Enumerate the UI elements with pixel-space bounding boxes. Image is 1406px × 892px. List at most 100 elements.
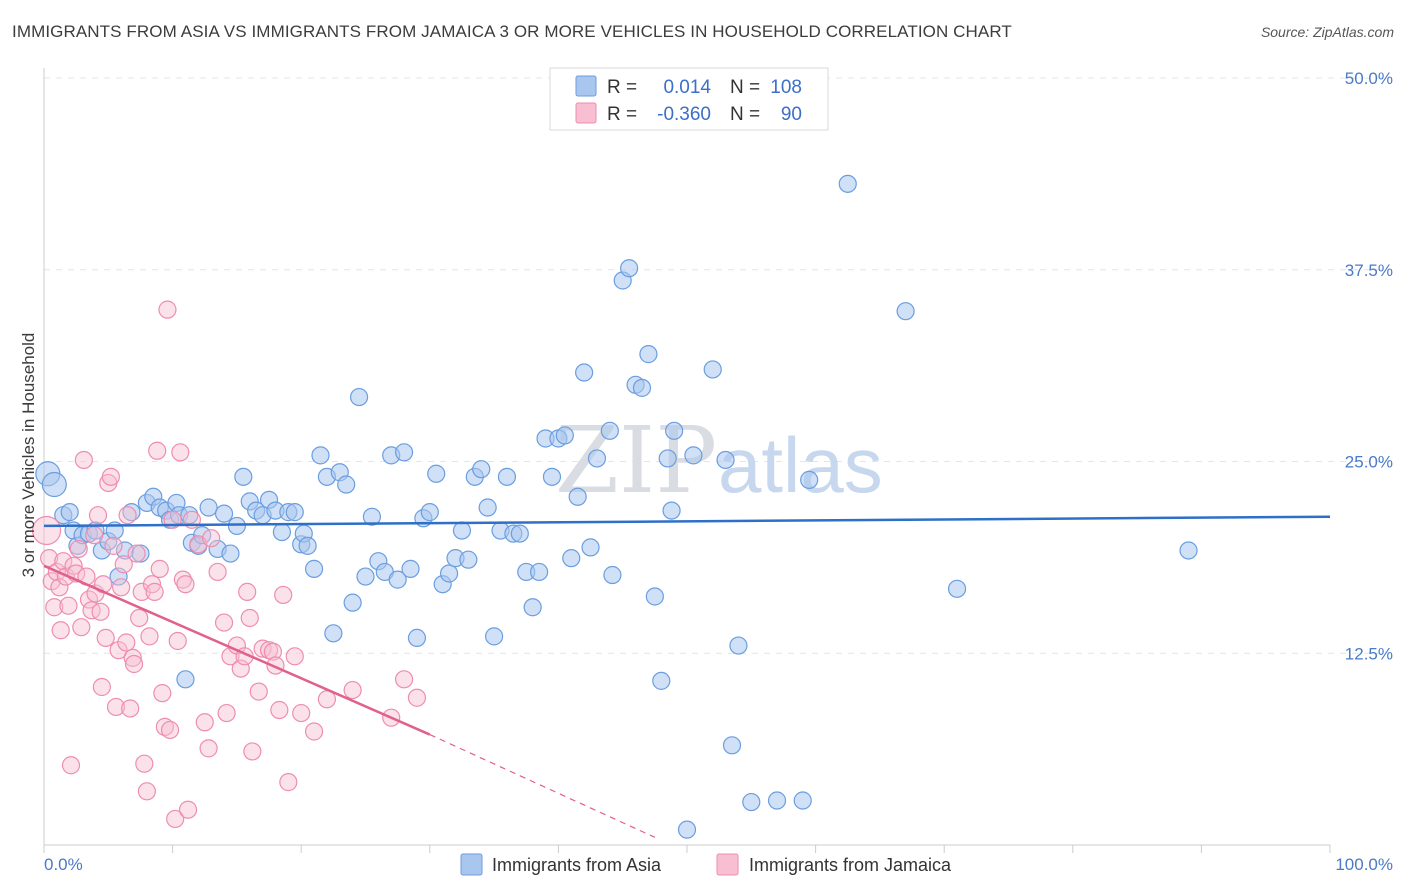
asia-point	[639, 345, 658, 364]
jamaica-point	[117, 633, 136, 652]
jamaica-point	[176, 575, 195, 594]
asia-point	[311, 446, 330, 465]
jamaica-point	[31, 515, 62, 546]
jamaica-point	[155, 717, 174, 736]
asia-point	[658, 449, 677, 468]
jamaica-point	[240, 608, 259, 628]
jamaica-point	[158, 300, 177, 319]
jamaica-point	[263, 642, 283, 661]
jamaica-point	[150, 559, 169, 578]
jamaica-point	[91, 602, 110, 621]
bottom-legend-label-asia: Immigrants from Asia	[492, 855, 662, 875]
asia-point	[272, 522, 292, 542]
asia-point	[562, 549, 581, 568]
asia-point	[662, 501, 681, 520]
asia-point	[587, 449, 607, 468]
jamaica-point	[171, 443, 190, 462]
jamaica-point	[168, 631, 187, 651]
jamaica-point	[407, 688, 427, 707]
asia-point	[703, 360, 722, 379]
asia-point	[401, 559, 420, 578]
jamaica-point	[394, 670, 414, 689]
y-tick-label-2: 37.5%	[1345, 261, 1393, 280]
asia-point	[568, 487, 587, 506]
legend-r-label-jamaica: R =	[607, 104, 637, 125]
asia-point	[652, 671, 671, 690]
legend-r-value-jamaica: -0.360	[657, 104, 711, 125]
asia-point	[459, 550, 478, 569]
jamaica-point	[195, 713, 214, 732]
jamaica-point	[92, 677, 111, 697]
x-tick-label-min: 0.0%	[44, 855, 83, 874]
asia-point	[199, 498, 218, 517]
jamaica-point	[51, 621, 70, 640]
legend-swatch-asia	[575, 75, 597, 97]
asia-point	[742, 792, 761, 812]
jamaica-point	[140, 627, 159, 646]
trend-line-jamaica	[43, 564, 431, 736]
asia-point	[298, 536, 317, 555]
x-tick-label-max: 100.0%	[1335, 855, 1393, 874]
asia-point	[510, 524, 529, 543]
jamaica-point	[88, 506, 108, 525]
asia-point	[221, 544, 240, 563]
asia-point	[427, 464, 446, 483]
jamaica-point	[123, 648, 142, 667]
asia-point	[542, 467, 562, 486]
correlation-legend: R = 0.014 N = 108 R = -0.360 N = 90	[549, 67, 829, 131]
asia-point	[793, 791, 812, 810]
jamaica-point	[50, 578, 69, 597]
jamaica-point	[45, 598, 64, 617]
series-jamaica-points	[31, 300, 427, 829]
asia-point	[620, 259, 639, 278]
jamaica-point	[304, 722, 324, 741]
asia-point	[716, 450, 735, 470]
jamaica-point	[243, 742, 262, 761]
asia-point	[645, 587, 664, 606]
asia-point	[555, 426, 574, 445]
asia-point	[420, 503, 439, 522]
asia-point	[800, 470, 819, 490]
jamaica-point	[343, 680, 362, 700]
jamaica-point	[249, 682, 268, 701]
jamaica-point	[96, 628, 115, 648]
jamaica-point	[238, 582, 257, 601]
jamaica-point	[166, 809, 185, 829]
jamaica-point	[199, 739, 218, 758]
jamaica-point	[148, 441, 167, 460]
asia-point	[324, 624, 343, 643]
jamaica-point	[292, 703, 311, 723]
jamaica-point	[160, 720, 180, 740]
jamaica-point	[124, 654, 144, 674]
asia-point	[530, 562, 549, 582]
asia-point	[472, 460, 491, 479]
jamaica-point	[153, 684, 172, 703]
jamaica-point	[72, 618, 91, 637]
jamaica-point	[270, 700, 289, 720]
jamaica-point	[145, 582, 164, 601]
asia-point	[665, 421, 684, 440]
jamaica-point	[114, 555, 133, 574]
jamaica-point	[82, 601, 101, 620]
asia-point	[600, 421, 619, 440]
legend-swatch-jamaica	[575, 102, 597, 124]
jamaica-point	[253, 639, 272, 658]
jamaica-point	[274, 585, 293, 605]
legend-n-label-asia: N =	[730, 77, 760, 98]
watermark-atlas: atlas	[718, 421, 883, 509]
bottom-legend-label-jamaica: Immigrants from Jamaica	[749, 855, 952, 875]
jamaica-point	[74, 450, 93, 470]
asia-point	[1179, 541, 1198, 560]
jamaica-point	[112, 578, 131, 597]
jamaica-point	[202, 529, 221, 548]
series-asia-points	[35, 174, 1198, 839]
jamaica-point	[106, 697, 126, 717]
jamaica-point	[59, 596, 78, 615]
asia-point	[407, 628, 427, 648]
asia-point	[176, 670, 195, 689]
legend-r-value-asia: 0.014	[663, 77, 711, 98]
asia-point	[684, 446, 703, 465]
axes	[43, 68, 1331, 853]
jamaica-point	[208, 562, 227, 582]
asia-point	[603, 565, 622, 585]
